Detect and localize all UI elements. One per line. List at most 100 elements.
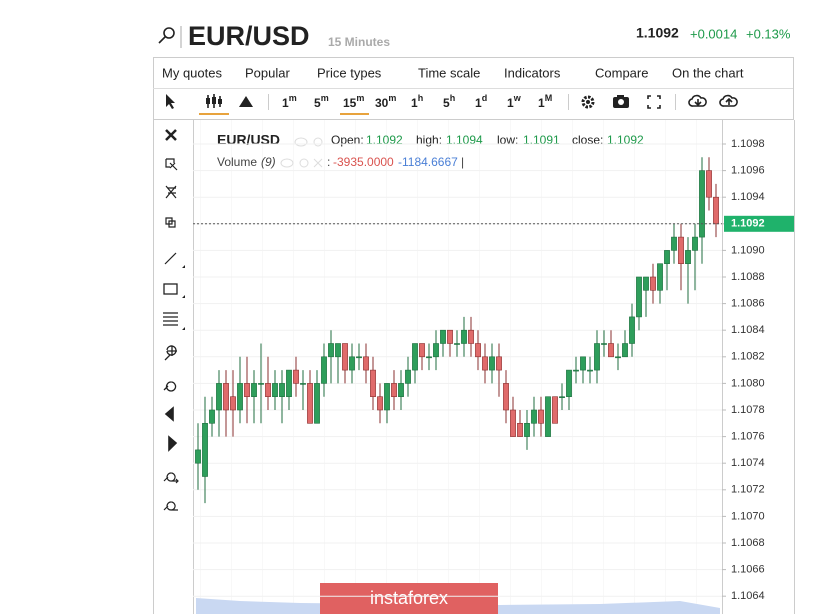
legend-high: 1.1094: [446, 133, 483, 147]
timeframe[interactable]: 5h: [443, 93, 455, 110]
timeframe[interactable]: 15m: [343, 93, 364, 110]
fib-tool[interactable]: [163, 312, 178, 326]
menu-item[interactable]: Price types: [317, 65, 382, 80]
zoom-reset-tool[interactable]: [163, 501, 178, 511]
y-tick-label: 1.1080: [731, 377, 765, 389]
y-tick-label: 1.1082: [731, 351, 765, 363]
timeframe-number: 30: [375, 96, 389, 110]
timeframe-number: 5: [443, 96, 450, 110]
search-icon[interactable]: [158, 27, 175, 44]
remove-tool[interactable]: [165, 185, 177, 199]
candle-body: [286, 369, 292, 398]
zoom-out-tool[interactable]: [163, 381, 177, 392]
candle-body: [482, 356, 488, 371]
candle-body: [223, 383, 229, 411]
cursor-tool[interactable]: [166, 94, 175, 109]
settings-icon[interactable]: [581, 95, 595, 109]
candle-body: [398, 383, 404, 397]
menu-item[interactable]: Indicators: [504, 65, 561, 80]
candle-body: [664, 250, 670, 264]
area-type[interactable]: [239, 96, 253, 107]
candle-body: [433, 343, 439, 358]
rect-tool[interactable]: [163, 283, 178, 295]
timeframe[interactable]: 1w: [507, 93, 522, 110]
candle-body: [643, 276, 649, 291]
camera-icon[interactable]: [613, 95, 629, 108]
candle-body: [622, 343, 628, 358]
volume-period: (9): [261, 155, 276, 169]
candle-body: [349, 356, 355, 371]
candle-body: [237, 383, 243, 411]
menu-item[interactable]: On the chart: [672, 65, 744, 80]
active-underline: [199, 113, 229, 115]
y-tick-label: 1.1084: [731, 324, 765, 336]
candle-body: [251, 383, 257, 397]
candle-body: [321, 356, 327, 384]
fullscreen-icon[interactable]: [647, 95, 661, 109]
line-tool[interactable]: [164, 252, 177, 265]
menu-item[interactable]: Compare: [595, 65, 648, 80]
candle-body: [293, 369, 299, 384]
timeframe[interactable]: 5m: [314, 93, 329, 110]
close-tool[interactable]: [165, 129, 177, 141]
price: 1.1092: [636, 25, 679, 41]
candle-body: [692, 236, 698, 251]
legend-high-label: high:: [416, 133, 442, 147]
timeframe[interactable]: 1d: [475, 93, 487, 110]
timeframe[interactable]: 1M: [538, 93, 552, 110]
menu-item[interactable]: Popular: [245, 65, 290, 80]
candle-body: [265, 383, 271, 397]
menu-item[interactable]: My quotes: [162, 65, 222, 80]
scroll-left-tool[interactable]: [164, 406, 174, 422]
candle-body: [545, 396, 551, 437]
last-price-label: 1.1092: [731, 218, 765, 230]
volume-a: -3935.0000: [333, 155, 394, 169]
upload-icon[interactable]: [719, 94, 738, 107]
menu-item[interactable]: Time scale: [418, 65, 480, 80]
candle-body: [671, 236, 677, 251]
y-tick-label: 1.1090: [731, 244, 765, 256]
candle-body: [405, 369, 411, 384]
timeframe-number: 1: [282, 96, 289, 110]
timeframe[interactable]: 1m: [282, 93, 297, 110]
y-tick-label: 1.1086: [731, 298, 765, 310]
candle-type[interactable]: [206, 94, 222, 108]
drawing-tools: [163, 129, 179, 511]
y-tick-label: 1.1076: [731, 431, 765, 443]
candle-body: [566, 369, 572, 398]
copy-tool[interactable]: [165, 217, 176, 228]
timeframe[interactable]: 1h: [411, 93, 423, 110]
candle-body: [706, 170, 712, 198]
timeframes: 1m 5m 15m 30m 1h 5h 1d 1w 1M: [282, 93, 552, 110]
y-tick-label: 1.1068: [731, 537, 765, 549]
zoom-next-tool[interactable]: [163, 472, 179, 484]
zoom-in-tool[interactable]: [164, 345, 177, 361]
legend-open-label: Open:: [331, 133, 364, 147]
y-tick-label: 1.1066: [731, 564, 765, 576]
candle-body: [594, 343, 600, 371]
candle-body: [447, 329, 453, 344]
timeframe[interactable]: 30m: [375, 93, 396, 110]
scroll-right-tool[interactable]: [168, 435, 178, 452]
timeframe-unit: m: [388, 93, 396, 103]
candle-body: [209, 409, 215, 424]
erase-tool[interactable]: [165, 158, 178, 171]
watermark-box: [320, 583, 498, 614]
change: +0.0014: [690, 26, 737, 41]
timeframe-number: 1: [507, 96, 514, 110]
y-tick-label: 1.1096: [731, 165, 765, 177]
timeframe-unit: m: [321, 93, 329, 103]
candle-body: [258, 383, 264, 385]
candle-body: [412, 343, 418, 371]
candle-body: [391, 383, 397, 397]
candle-body: [538, 409, 544, 424]
volume-sep: :: [327, 155, 330, 169]
candle-body: [587, 369, 593, 372]
candle-body: [496, 356, 502, 371]
download-icon[interactable]: [688, 94, 707, 107]
candle-body: [489, 356, 495, 371]
candle-body: [699, 170, 705, 238]
candle-body: [580, 356, 586, 371]
timeframe-unit: h: [450, 93, 456, 103]
